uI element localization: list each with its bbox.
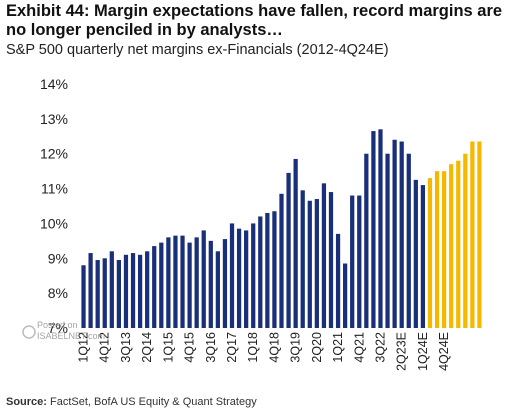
x-tick-label: 3Q22 xyxy=(374,332,388,363)
source-note: Source: FactSet, BofA US Equity & Quant … xyxy=(6,396,257,408)
x-tick-label: 4Q12 xyxy=(98,332,112,363)
bar-actual xyxy=(328,192,334,328)
bar-actual xyxy=(166,237,171,328)
bar-actual xyxy=(109,251,114,328)
bar-actual xyxy=(286,172,291,328)
x-tick-label: 1Q18 xyxy=(246,332,260,363)
bar-actual xyxy=(236,228,242,328)
bar-actual xyxy=(159,242,164,328)
bar-estimate xyxy=(470,141,475,328)
bar-estimate xyxy=(427,178,433,328)
bar-actual xyxy=(399,141,404,328)
bar-actual xyxy=(244,230,249,328)
x-tick-label: 2Q23E xyxy=(395,332,409,371)
source-label: Source: xyxy=(6,396,47,408)
bar-actual xyxy=(420,185,426,328)
x-tick-label: 4Q18 xyxy=(267,332,281,363)
bar-actual xyxy=(81,265,86,328)
x-tick-label: 3Q19 xyxy=(289,332,303,363)
x-tick-label: 4Q21 xyxy=(352,332,366,363)
source-text: FactSet, BofA US Equity & Quant Strategy xyxy=(50,396,257,408)
bar-actual xyxy=(321,183,327,328)
bar-actual xyxy=(406,153,411,328)
bar-actual xyxy=(201,230,206,328)
bar-actual xyxy=(364,153,369,328)
bar-estimate xyxy=(441,171,447,328)
y-tick-label: 12% xyxy=(40,146,68,162)
bar-estimate xyxy=(456,160,461,328)
bar-actual xyxy=(343,263,348,328)
bar-actual xyxy=(378,129,383,328)
x-tick-label: 1Q15 xyxy=(161,332,175,363)
bar-actual xyxy=(173,235,178,328)
bar-actual xyxy=(293,158,298,328)
x-tick-label: 1Q24E xyxy=(416,332,430,371)
x-axis-ticks: 1Q12 4Q12 3Q13 2Q14 1Q15 4Q15 3Q16 2Q17 1Q18 4Q18… xyxy=(77,332,452,371)
bar-actual xyxy=(137,254,143,328)
bar-estimate xyxy=(463,153,468,328)
bar-actual xyxy=(116,260,121,328)
bar-actual xyxy=(194,237,199,328)
x-tick-label: 2Q14 xyxy=(140,332,154,363)
bar-actual xyxy=(208,240,213,328)
watermark-line2: ISABELNET.com xyxy=(37,331,105,341)
x-tick-label: 1Q12 xyxy=(77,332,91,363)
bar-actual xyxy=(123,254,129,328)
y-tick-label: 8% xyxy=(48,285,68,301)
chart-title: Exhibit 44: Margin expectations have fal… xyxy=(6,2,503,39)
watermark: Posted on ISABELNET.com xyxy=(22,320,105,341)
bar-actual xyxy=(102,258,107,328)
bar-actual xyxy=(222,239,228,328)
bar-estimate xyxy=(434,171,440,328)
bar-actual xyxy=(385,153,390,328)
bar-actual xyxy=(95,260,100,328)
bar-actual xyxy=(229,223,235,328)
bar-actual xyxy=(307,200,312,328)
y-tick-label: 11% xyxy=(41,181,68,197)
bars-group xyxy=(81,129,482,328)
bar-actual xyxy=(187,242,192,328)
bar-estimate xyxy=(449,164,454,328)
y-tick-label: 14% xyxy=(40,76,68,92)
watermark-logo-icon xyxy=(22,325,36,339)
x-tick-label: 4Q24E xyxy=(437,332,451,371)
y-tick-label: 13% xyxy=(40,111,68,127)
bar-actual xyxy=(392,139,397,328)
bar-actual xyxy=(145,251,150,328)
bar-actual xyxy=(265,212,270,328)
bar-actual xyxy=(152,246,157,328)
bar-actual xyxy=(251,223,256,328)
x-tick-label: 1Q21 xyxy=(331,332,345,363)
y-tick-label: 10% xyxy=(40,215,68,231)
x-tick-label: 3Q13 xyxy=(119,332,133,363)
bar-actual xyxy=(371,131,376,328)
bar-actual xyxy=(130,253,136,328)
bar-actual xyxy=(335,233,341,328)
y-tick-label: 9% xyxy=(48,250,68,266)
bar-estimate xyxy=(477,141,482,328)
bar-actual xyxy=(357,195,362,328)
y-tick-label: 7% xyxy=(48,320,68,336)
bar-actual xyxy=(350,195,355,328)
bar-actual xyxy=(215,251,220,328)
y-axis-ticks: 7% 8% 9% 10% 11% 12% 13% 14% xyxy=(40,76,68,336)
bar-actual xyxy=(272,211,277,328)
bar-actual xyxy=(180,235,185,328)
x-tick-label: 4Q15 xyxy=(183,332,197,363)
bar-actual xyxy=(413,179,418,328)
bar-actual xyxy=(258,216,263,328)
watermark-line1: Posted on xyxy=(37,320,78,330)
bar-actual xyxy=(279,193,284,328)
bar-actual xyxy=(300,190,305,328)
x-tick-label: 2Q17 xyxy=(225,332,239,363)
x-tick-label: 3Q16 xyxy=(204,332,218,363)
bar-actual xyxy=(88,253,93,328)
bar-actual xyxy=(314,199,319,328)
x-tick-label: 2Q20 xyxy=(310,332,324,363)
chart-subtitle: S&P 500 quarterly net margins ex-Financi… xyxy=(6,42,389,58)
